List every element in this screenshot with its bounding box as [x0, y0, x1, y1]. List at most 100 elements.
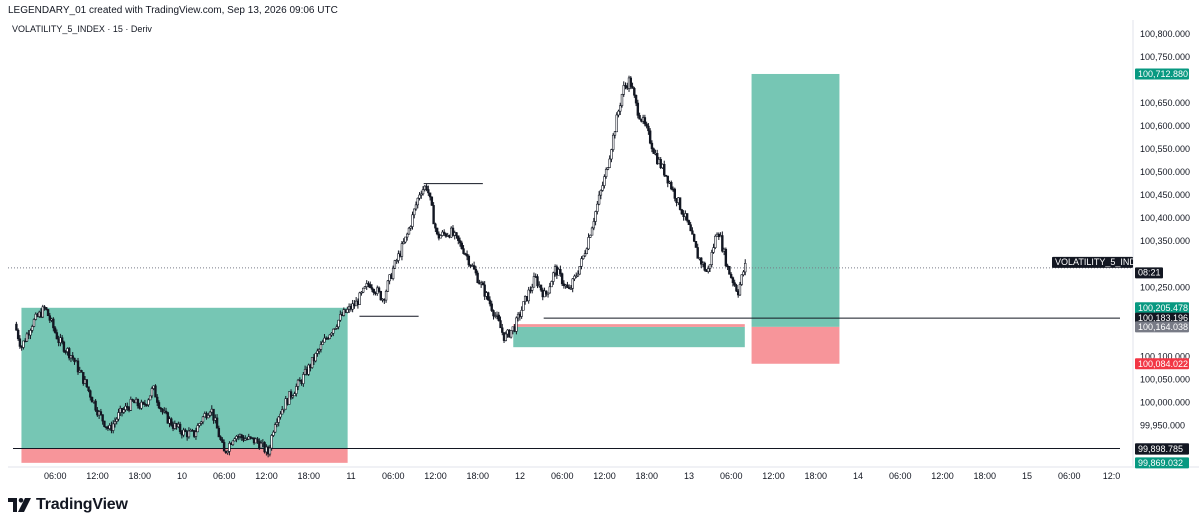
candle-body	[198, 423, 201, 426]
candle-body	[32, 319, 36, 327]
y-tick-label: 100,000.000	[1140, 397, 1190, 407]
candle-body	[295, 386, 298, 394]
candle-body	[370, 287, 374, 290]
price-tag-label: 100,183.196	[1138, 313, 1188, 323]
y-tick-label: 100,450.000	[1140, 190, 1190, 200]
candle-body	[576, 273, 580, 277]
candle-body	[150, 388, 154, 397]
candle-body	[289, 391, 293, 398]
short-position-2-target-zone[interactable]	[513, 326, 745, 348]
candle-body	[154, 385, 157, 398]
candle-body	[444, 233, 448, 237]
candle-body	[594, 211, 597, 222]
x-tick-label: 06:00	[213, 471, 236, 481]
y-tick-label: 100,550.000	[1140, 144, 1190, 154]
x-tick-label: 12:00	[931, 471, 954, 481]
candle-body	[582, 255, 585, 259]
candle-body	[321, 341, 324, 345]
candle-body	[129, 399, 133, 411]
candle-body	[319, 344, 323, 350]
candle-body	[696, 247, 699, 259]
candle-body	[721, 235, 724, 252]
y-tick-label: 100,050.000	[1140, 374, 1190, 384]
candle-body	[585, 248, 588, 254]
footer: TradingView	[8, 496, 128, 514]
candle-body	[522, 301, 525, 311]
candle-body	[317, 349, 321, 352]
x-tick-label: 06:00	[889, 471, 912, 481]
candle-body	[411, 214, 414, 227]
candle-body	[256, 438, 259, 442]
x-tick-label: 13	[684, 471, 694, 481]
candle-body	[673, 188, 677, 199]
candle-body	[550, 281, 553, 288]
candle-body	[302, 374, 305, 384]
candle-body	[365, 283, 368, 287]
long-position-1-target-zone[interactable]	[21, 307, 348, 449]
long-position-3-target-zone[interactable]	[751, 73, 840, 327]
candle-body	[201, 416, 205, 423]
candle-body	[221, 439, 224, 443]
candle-body	[633, 88, 636, 96]
candle-body	[194, 431, 198, 437]
candle-body	[714, 235, 717, 248]
candle-body	[140, 401, 143, 409]
candle-body	[25, 333, 29, 342]
candle-body	[687, 220, 691, 226]
candle-body	[407, 227, 411, 235]
candle-body	[430, 196, 434, 206]
y-tick-label: 100,650.000	[1140, 98, 1190, 108]
candle-body	[631, 86, 634, 89]
x-tick-label: 18:00	[805, 471, 828, 481]
candle-body	[103, 420, 106, 427]
candle-body	[15, 323, 18, 331]
long-position-3-stop-zone[interactable]	[751, 326, 840, 364]
long-position-1-stop-zone[interactable]	[21, 448, 348, 463]
candle-body	[182, 429, 185, 436]
candle-body	[497, 314, 500, 321]
candle-body	[611, 134, 615, 150]
candle-body	[200, 421, 203, 424]
candle-body	[196, 425, 199, 433]
candle-body	[560, 273, 564, 285]
candle-body	[136, 398, 140, 407]
y-tick-label: 100,600.000	[1140, 121, 1190, 131]
symbol-tag-label: VOLATILITY_5_INDEX	[1055, 257, 1148, 267]
short-position-2-stop-zone[interactable]	[513, 324, 745, 327]
candle-body	[82, 372, 85, 384]
candle-body	[620, 94, 624, 106]
x-tick-label: 06:00	[720, 471, 743, 481]
candle-body	[712, 247, 715, 253]
candle-body	[680, 209, 684, 215]
candle-body	[328, 334, 331, 339]
candle-body	[166, 412, 169, 424]
candle-body	[270, 435, 273, 449]
candle-body	[113, 421, 117, 425]
candle-body	[731, 277, 735, 283]
candle-body	[67, 348, 71, 359]
candle-body	[156, 396, 159, 403]
candle-body	[659, 159, 662, 169]
candle-body	[546, 292, 550, 295]
candle-body	[361, 287, 365, 293]
candle-body	[279, 413, 282, 418]
x-tick-label: 06:00	[551, 471, 574, 481]
candle-body	[272, 431, 275, 436]
candle-body	[587, 237, 590, 250]
candle-body	[432, 205, 435, 225]
candle-body	[291, 395, 294, 398]
candle-body	[101, 414, 104, 422]
candle-body	[575, 275, 578, 278]
candle-body	[215, 417, 219, 429]
candle-body	[740, 274, 743, 285]
x-tick-label: 11	[346, 471, 355, 481]
candle-body	[333, 328, 337, 330]
candle-body	[296, 379, 300, 387]
candle-body	[592, 221, 596, 229]
x-tick-label: 14	[853, 471, 863, 481]
candle-body	[645, 123, 648, 127]
candle-body	[222, 442, 226, 452]
candle-body	[691, 230, 694, 235]
price-tag-red	[1135, 358, 1189, 370]
